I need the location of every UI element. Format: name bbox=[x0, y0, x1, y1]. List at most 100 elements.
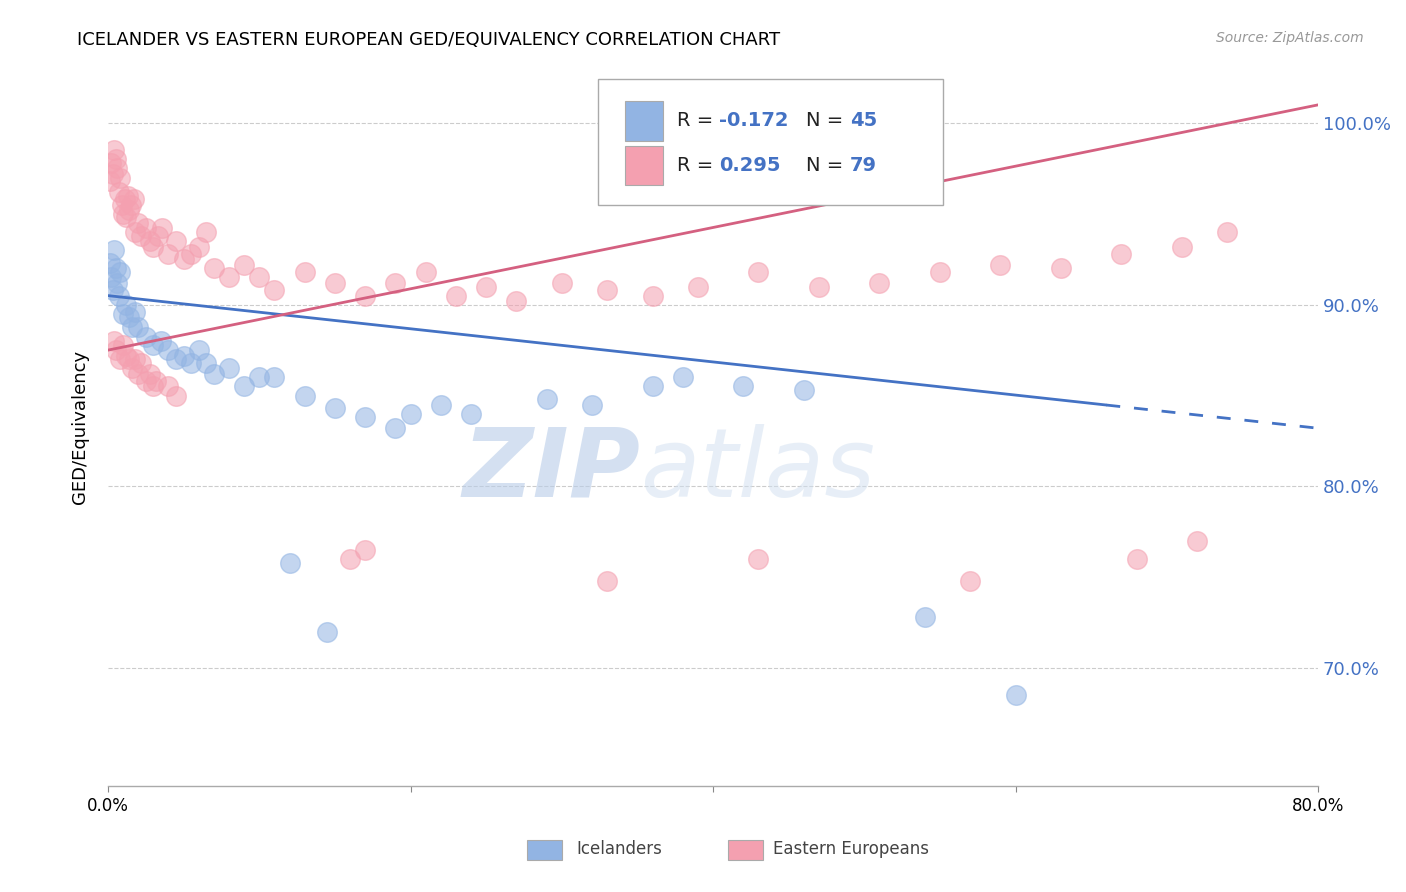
Point bbox=[118, 352, 141, 367]
Text: 45: 45 bbox=[849, 112, 877, 130]
Point bbox=[444, 288, 467, 302]
Point bbox=[142, 239, 165, 253]
Point bbox=[596, 574, 619, 588]
Point bbox=[173, 349, 195, 363]
Point bbox=[112, 307, 135, 321]
Point bbox=[278, 556, 301, 570]
Point bbox=[100, 270, 122, 285]
Point bbox=[101, 283, 124, 297]
Text: Eastern Europeans: Eastern Europeans bbox=[773, 840, 929, 858]
Point bbox=[157, 379, 180, 393]
Point bbox=[118, 203, 141, 218]
Point bbox=[129, 228, 152, 243]
Point bbox=[135, 374, 157, 388]
Point bbox=[672, 370, 695, 384]
Point bbox=[990, 258, 1012, 272]
Point bbox=[108, 265, 131, 279]
Point bbox=[505, 294, 527, 309]
Point bbox=[157, 343, 180, 358]
Point bbox=[115, 349, 138, 363]
Point bbox=[108, 352, 131, 367]
Point bbox=[142, 337, 165, 351]
Point bbox=[959, 574, 981, 588]
Point bbox=[929, 265, 952, 279]
Point bbox=[195, 225, 218, 239]
Y-axis label: GED/Equivalency: GED/Equivalency bbox=[72, 351, 89, 504]
Point bbox=[354, 288, 377, 302]
Point bbox=[747, 552, 769, 566]
Point bbox=[127, 319, 149, 334]
Text: ICELANDER VS EASTERN EUROPEAN GED/EQUIVALENCY CORRELATION CHART: ICELANDER VS EASTERN EUROPEAN GED/EQUIVA… bbox=[77, 31, 780, 49]
Point bbox=[112, 207, 135, 221]
Text: R =: R = bbox=[676, 156, 720, 175]
Point bbox=[807, 279, 830, 293]
Point bbox=[914, 610, 936, 624]
Point bbox=[202, 261, 225, 276]
Point bbox=[747, 265, 769, 279]
Point bbox=[114, 192, 136, 206]
Point bbox=[187, 239, 209, 253]
Point bbox=[354, 410, 377, 425]
Point bbox=[384, 421, 406, 435]
Point bbox=[165, 352, 187, 367]
Point bbox=[110, 198, 132, 212]
Point bbox=[139, 234, 162, 248]
Point bbox=[686, 279, 709, 293]
Point bbox=[103, 334, 125, 348]
Point bbox=[120, 198, 142, 212]
Point bbox=[103, 243, 125, 257]
Text: N =: N = bbox=[806, 156, 849, 175]
Point bbox=[733, 379, 755, 393]
Point bbox=[135, 330, 157, 344]
Point bbox=[129, 356, 152, 370]
Point bbox=[263, 370, 285, 384]
Point bbox=[218, 361, 240, 376]
Text: Source: ZipAtlas.com: Source: ZipAtlas.com bbox=[1216, 31, 1364, 45]
Text: R =: R = bbox=[676, 112, 720, 130]
Text: 79: 79 bbox=[849, 156, 877, 175]
Point bbox=[869, 276, 891, 290]
Point bbox=[263, 283, 285, 297]
Point bbox=[145, 374, 167, 388]
Point bbox=[793, 383, 815, 397]
Point bbox=[121, 319, 143, 334]
Point bbox=[180, 247, 202, 261]
Point bbox=[139, 367, 162, 381]
Point bbox=[118, 310, 141, 325]
Point bbox=[1004, 688, 1026, 702]
Point bbox=[142, 379, 165, 393]
Point bbox=[173, 252, 195, 267]
Point bbox=[233, 379, 256, 393]
Point bbox=[100, 156, 122, 170]
Point bbox=[121, 361, 143, 376]
Point bbox=[105, 276, 128, 290]
Point bbox=[641, 379, 664, 393]
Point bbox=[165, 234, 187, 248]
Point bbox=[294, 265, 316, 279]
Point bbox=[460, 407, 482, 421]
Point bbox=[429, 398, 451, 412]
Text: 0.295: 0.295 bbox=[718, 156, 780, 175]
Text: Icelanders: Icelanders bbox=[576, 840, 662, 858]
Point bbox=[152, 221, 174, 235]
Point bbox=[135, 221, 157, 235]
Point bbox=[101, 167, 124, 181]
Point bbox=[316, 624, 339, 639]
Point bbox=[339, 552, 361, 566]
Point bbox=[415, 265, 437, 279]
Point bbox=[104, 153, 127, 167]
Point bbox=[180, 356, 202, 370]
Point bbox=[233, 258, 256, 272]
Point bbox=[551, 276, 574, 290]
Point bbox=[294, 388, 316, 402]
Point bbox=[124, 352, 146, 367]
Point bbox=[98, 256, 121, 270]
Point bbox=[157, 247, 180, 261]
Text: N =: N = bbox=[806, 112, 849, 130]
Point bbox=[105, 161, 128, 176]
Point bbox=[122, 192, 145, 206]
Point bbox=[187, 343, 209, 358]
Point bbox=[596, 283, 619, 297]
Point bbox=[108, 170, 131, 185]
FancyBboxPatch shape bbox=[624, 145, 664, 186]
